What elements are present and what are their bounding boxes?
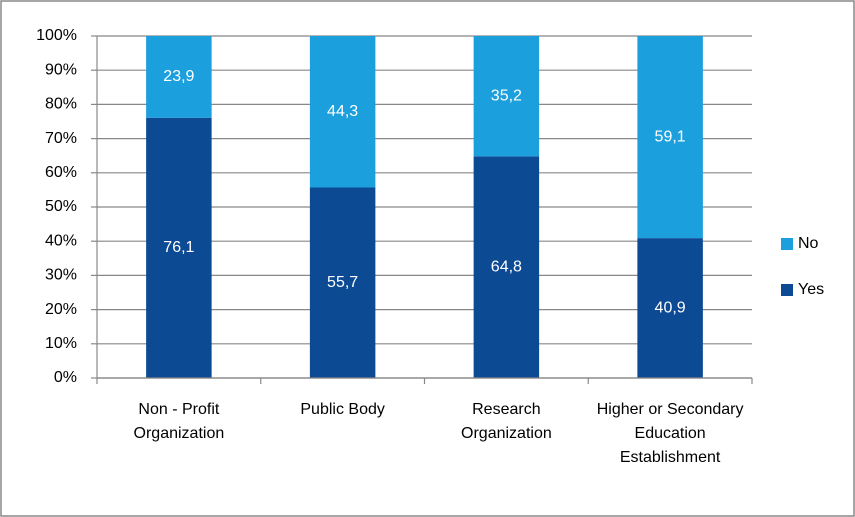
bar-segment	[309, 36, 376, 188]
data-label: 76,1	[163, 239, 194, 256]
x-tick-label: Research Organization	[461, 401, 552, 442]
bar-segment	[146, 36, 212, 118]
x-tick-label: Higher or Secondary Education Establishm…	[596, 401, 744, 466]
y-tick-label: 70%	[45, 130, 77, 147]
bar-segment	[473, 156, 540, 378]
bar-segment	[146, 117, 212, 378]
x-tick-label: Non - Profit Organization	[133, 401, 225, 442]
legend-swatch	[781, 238, 793, 250]
bar-segment	[637, 36, 703, 239]
data-label: 35,2	[491, 87, 522, 104]
data-label: 40,9	[655, 299, 686, 316]
bar-segment	[637, 238, 703, 378]
y-tick-label: 30%	[45, 267, 77, 284]
y-tick-label: 10%	[45, 335, 77, 352]
y-tick-label: 90%	[45, 61, 77, 78]
y-tick-label: 60%	[45, 164, 77, 181]
y-tick-label: 0%	[54, 369, 77, 386]
data-label: 44,3	[327, 103, 358, 120]
y-tick-label: 100%	[36, 27, 77, 44]
data-label: 55,7	[327, 274, 358, 291]
bar-segment	[309, 187, 376, 378]
legend-label: No	[798, 235, 819, 252]
y-tick-label: 20%	[45, 301, 77, 318]
x-tick-label: Public Body	[300, 401, 385, 418]
data-label: 59,1	[655, 128, 686, 145]
bar-segment	[473, 36, 540, 157]
data-label: 23,9	[163, 68, 194, 85]
y-tick-label: 40%	[45, 232, 77, 249]
legend-swatch	[781, 284, 793, 296]
data-label: 64,8	[491, 258, 522, 275]
y-tick-label: 80%	[45, 96, 77, 113]
y-tick-label: 50%	[45, 198, 77, 215]
legend-label: Yes	[798, 281, 824, 298]
